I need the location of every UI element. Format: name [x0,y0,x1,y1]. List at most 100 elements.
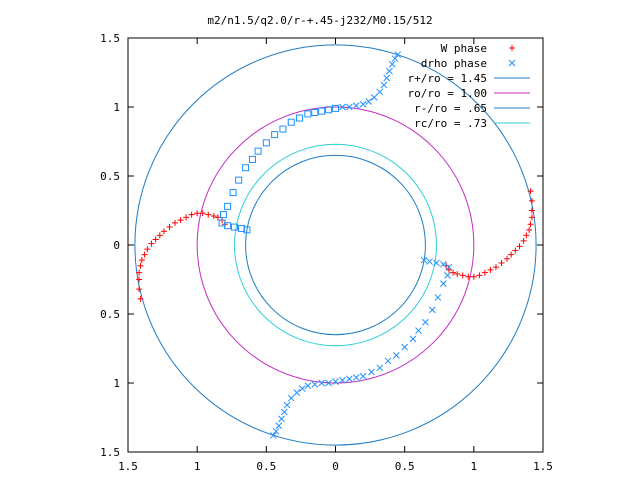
point-s0-27 [528,214,535,221]
point-s2-0 [332,104,339,112]
point-s0-3 [136,269,143,276]
point-s2-14 [229,189,237,197]
point-s1-25 [325,379,332,387]
point-s2-5 [296,114,304,122]
point-s2-21 [243,226,251,234]
point-s0-4 [137,262,144,269]
point-s0-25 [528,197,535,204]
legend-label-2: r+/ro = 1.45 [408,72,487,85]
point-s0-43 [459,272,466,279]
point-s0-40 [476,272,483,279]
point-s0-34 [508,251,515,258]
y-tick-label-0: 1.5 [100,32,120,45]
point-s0-13 [172,219,179,226]
point-s0-28 [527,221,534,228]
point-s2-15 [224,202,232,210]
point-s0-17 [194,210,201,217]
legend-label-1: drho phase [421,57,487,70]
point-s1-47 [420,256,428,264]
point-s2-6 [287,118,295,126]
point-s1-9 [359,100,367,108]
point-s0-5 [138,257,145,264]
x-tick-label-3: 0 [332,460,339,473]
legend-label-0: W phase [441,42,487,55]
point-s2-2 [318,107,326,115]
legend-key-0 [509,45,515,51]
point-s1-17 [280,408,288,416]
point-s0-10 [156,232,163,239]
point-s1-7 [370,93,378,101]
point-s1-43 [445,263,453,271]
point-s0-30 [523,232,530,239]
point-s0-42 [465,273,472,280]
circle-0 [134,44,537,446]
point-s1-15 [275,422,283,430]
point-s0-6 [141,251,148,258]
point-s0-45 [450,269,457,276]
circle-1 [196,106,475,384]
point-s1-0 [394,51,402,58]
point-s0-12 [166,224,173,231]
point-s1-21 [298,385,306,392]
point-s0-32 [516,243,523,250]
point-s0-7 [144,246,151,253]
point-s0-35 [504,255,511,262]
point-s0-14 [177,217,184,224]
point-s1-12 [339,103,346,111]
point-s1-23 [311,381,319,388]
point-s2-10 [254,147,262,155]
point-s1-6 [376,88,384,96]
data-points [136,51,535,439]
y-tick-label-6: 1.5 [100,446,120,459]
point-s1-26 [332,378,339,385]
point-s0-39 [481,269,488,276]
point-s2-1 [325,106,333,114]
point-s0-26 [528,207,535,214]
legend-label-5: rc/ro = .73 [414,117,487,130]
point-s2-3 [311,109,319,117]
point-s0-38 [487,266,494,273]
point-s1-20 [293,389,301,397]
plot-area [127,37,544,453]
point-s1-35 [401,343,409,351]
point-s1-29 [352,374,360,381]
point-s1-8 [365,98,373,105]
point-s1-39 [428,306,436,314]
point-s0-1 [136,286,143,293]
point-s0-36 [498,259,505,266]
point-s2-4 [304,110,312,118]
x-tick-label-6: 1.5 [533,460,553,473]
circle-3 [234,143,437,347]
plot-border [127,37,544,453]
point-s1-38 [422,318,429,326]
point-s1-11 [345,103,353,111]
legend-label-4: r-/ro = .65 [414,102,487,115]
point-s1-14 [272,427,280,435]
point-s0-0 [137,295,144,302]
point-s1-3 [386,67,393,75]
point-s2-11 [249,155,256,163]
point-s1-33 [384,357,392,365]
point-s1-1 [391,55,399,63]
y-axis-ticks: 1.5 1 0.5 0 0.5 1 1.5 [100,32,543,459]
point-s0-15 [183,214,190,221]
point-s2-16 [219,211,227,219]
point-s1-28 [345,375,353,383]
point-s1-5 [380,81,388,89]
x-axis-ticks: 1.5 1 0.5 0 0.5 1 1.5 [118,38,553,473]
y-tick-label-5: 1 [113,377,120,390]
point-s1-30 [359,372,367,380]
point-s1-13 [269,432,277,439]
point-s1-10 [352,102,360,109]
point-s1-41 [440,280,447,287]
point-s2-12 [242,164,250,172]
point-s0-44 [454,270,461,277]
point-s0-21 [214,214,221,221]
point-s0-9 [152,236,159,243]
point-s1-2 [388,60,396,68]
point-s0-2 [136,276,143,283]
point-s0-11 [160,228,167,235]
point-s2-18 [224,222,232,230]
point-s2-19 [231,223,239,231]
point-s1-45 [433,259,440,267]
